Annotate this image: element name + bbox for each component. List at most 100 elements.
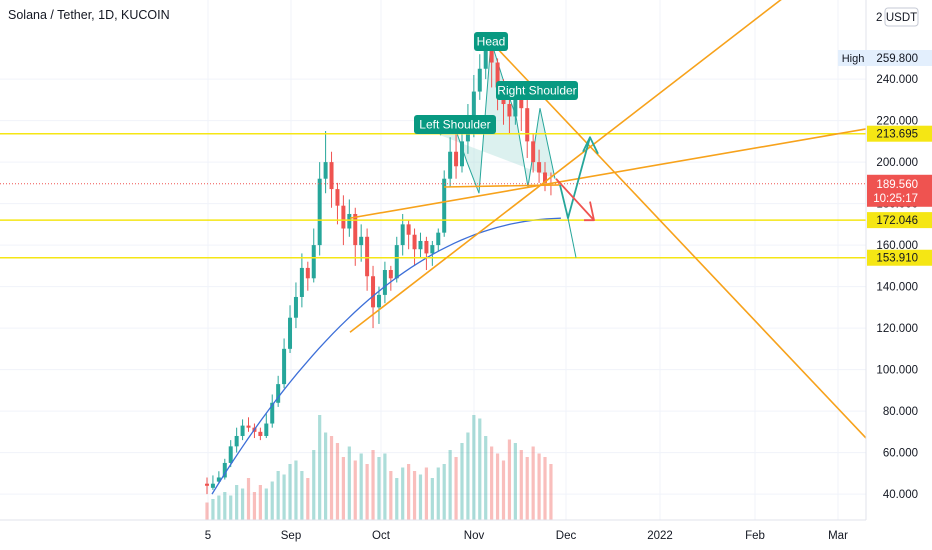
candle-body [222,462,227,478]
price-tick-label: 60.000 [883,448,918,460]
volume-bar [240,488,245,520]
volume-bar [282,474,286,520]
time-tick-label: Oct [372,530,391,542]
volume-bar [341,457,345,520]
level-label: 153.910 [876,253,918,265]
countdown: 10:25:17 [873,193,918,205]
candle-body [430,245,435,254]
pattern-annotations: Head Left Shoulder Right Shoulder [414,32,578,134]
price-tick-label: 80.000 [883,406,918,418]
candle-body [412,234,417,250]
candle-body [317,178,322,246]
high-label-bg [838,50,868,66]
bearish-arrowhead [584,201,595,222]
price-tick-label: 240.000 [876,74,918,86]
candle-body [216,477,221,482]
volume-bar [329,436,334,520]
volume-bar [519,450,523,520]
level-label: 213.695 [876,129,918,141]
volume-bar [537,453,541,520]
candle-body [228,446,233,463]
candle-body [531,141,536,163]
candle-body [335,189,340,206]
price-tick-label: 220.000 [876,116,918,128]
volume-bar [418,474,423,520]
left-shoulder-label: Left Shoulder [414,115,496,134]
price-tick-label: 200.000 [876,157,918,169]
candle-body [543,172,548,183]
pattern-fill [440,41,555,194]
volume-bar [371,450,375,520]
currency-box [884,7,919,27]
head-label: Head [474,32,508,51]
candle-body [264,423,269,436]
time-tick-label: 2022 [647,530,673,542]
candle-body [270,402,275,424]
right-shoulder-label-bg [496,81,578,100]
candle-body [448,151,453,179]
volume-bar [490,446,494,520]
volume-bar [442,464,446,520]
candle-body [537,162,542,173]
volume-bar [383,453,387,520]
left-shoulder-label-text: Left Shoulder [419,118,490,132]
volume-bar [478,418,482,520]
volume-bar [454,457,458,520]
volume-bar [312,450,316,520]
candle-body [525,108,530,142]
chart-title: Solana / Tether, 1D, KUCOIN [8,8,170,22]
candle-body [246,425,251,428]
volume-bar [549,464,553,520]
candle-body [382,270,387,295]
time-tick-label: Nov [464,530,485,542]
candle-body [234,435,239,447]
candle-body [489,41,494,63]
neckline [443,184,561,188]
time-tick-label: Sep [281,530,301,542]
level-label: 172.046 [876,215,918,227]
ascending-support-trendline [349,0,782,333]
candle-body [276,384,281,403]
volume-bar [495,453,500,520]
high-value: 259.800 [876,53,918,65]
candle-body [371,276,376,308]
volume-bar [252,492,257,520]
left-shoulder-label-bg [414,115,496,134]
volume-bar [377,457,381,520]
high-value-bg [867,50,932,66]
volume-bar [448,450,452,520]
volume-bar [217,495,221,520]
last-price-bg [867,174,932,207]
volume-bar [223,492,227,520]
volume-bar [436,467,440,520]
candle-body [519,95,524,109]
volume-bar [258,485,262,520]
volume-bar [353,460,357,520]
candle-body [205,483,209,486]
candle-body [341,205,346,229]
high-label: High [842,53,865,65]
volume-bar [264,488,268,520]
volume-bar [401,467,405,520]
volume-bar [235,485,239,520]
price-tick-label: 120.000 [876,323,918,335]
volume-bar [460,443,464,520]
candle-body [376,294,381,308]
volume-bar [318,415,322,520]
volume-bar [276,471,280,520]
volume-bar [484,436,488,520]
candle-body [305,267,310,279]
candle-body [483,41,488,69]
price-axis-bg [866,0,932,550]
volume-bar [270,481,274,520]
candle-body [353,213,358,246]
volume-bar [300,471,304,520]
volume-bar [306,478,310,520]
volume-bar [424,467,429,520]
volume-bar [395,478,399,520]
volume-bar [407,464,411,520]
volume-bar [543,457,547,520]
currency-label: USDT [886,12,917,24]
